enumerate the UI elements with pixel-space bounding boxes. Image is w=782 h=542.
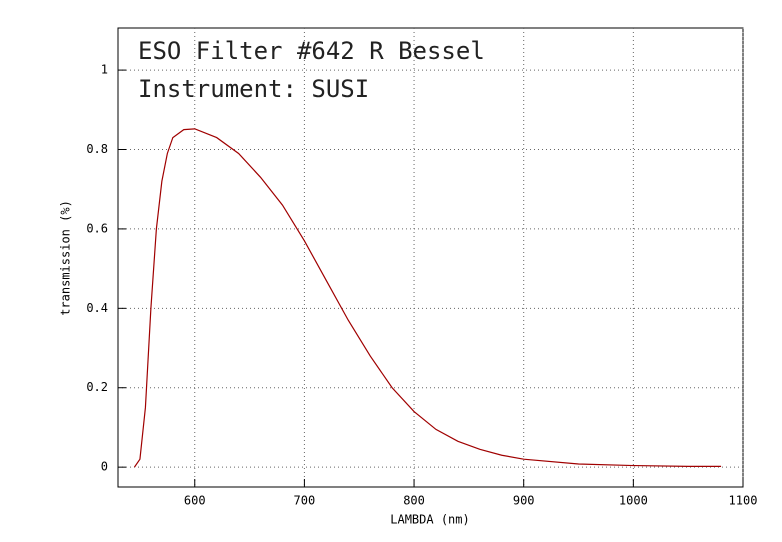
x-tick-label: 800: [403, 494, 425, 508]
chart-subtitle: Instrument: SUSI: [138, 75, 369, 103]
x-tick-label: 700: [294, 494, 316, 508]
y-tick-label: 0.4: [86, 301, 108, 315]
plot-frame: [117, 27, 744, 488]
y-tick-label: 0: [101, 460, 108, 474]
y-axis-label: transmission (%): [59, 200, 73, 316]
y-tick-label: 1: [101, 63, 108, 77]
y-tick-label: 0.2: [86, 380, 108, 394]
y-tick-label: 0.6: [86, 221, 108, 235]
y-tick-label: 0.8: [86, 142, 108, 156]
chart-title: ESO Filter #642 R Bessel: [138, 37, 485, 65]
data-line: [133, 128, 722, 468]
x-tick-label: 1000: [619, 494, 648, 508]
x-tick-label: 900: [513, 494, 535, 508]
x-tick-label: 1100: [729, 494, 758, 508]
x-axis-label: LAMBDA (nm): [390, 513, 469, 527]
x-tick-label: 600: [184, 494, 206, 508]
